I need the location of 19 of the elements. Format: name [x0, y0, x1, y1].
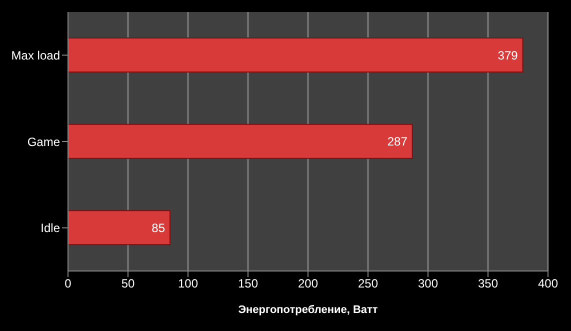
- x-axis-title: Энергопотребление, Ватт: [238, 304, 378, 316]
- x-tick-label: 150: [238, 276, 258, 291]
- y-tick-label: Game: [27, 134, 60, 149]
- x-tick-label: 0: [64, 276, 72, 291]
- x-tick-label: 100: [178, 276, 198, 291]
- x-tick-label: 350: [478, 276, 498, 291]
- bar: [68, 210, 170, 246]
- data-label: 287: [387, 134, 408, 149]
- x-tick-label: 50: [121, 276, 135, 291]
- bar: [68, 38, 524, 72]
- x-tick-label: 400: [538, 276, 558, 291]
- x-tick-label: 200: [298, 276, 318, 291]
- y-tick-label: Idle: [40, 221, 60, 236]
- x-tick-label: 250: [358, 276, 378, 291]
- y-tick-label: Max load: [11, 48, 60, 62]
- data-label: 85: [152, 220, 166, 235]
- data-label: 379: [498, 48, 518, 62]
- bar: [68, 124, 413, 159]
- x-tick-label: 300: [418, 276, 438, 291]
